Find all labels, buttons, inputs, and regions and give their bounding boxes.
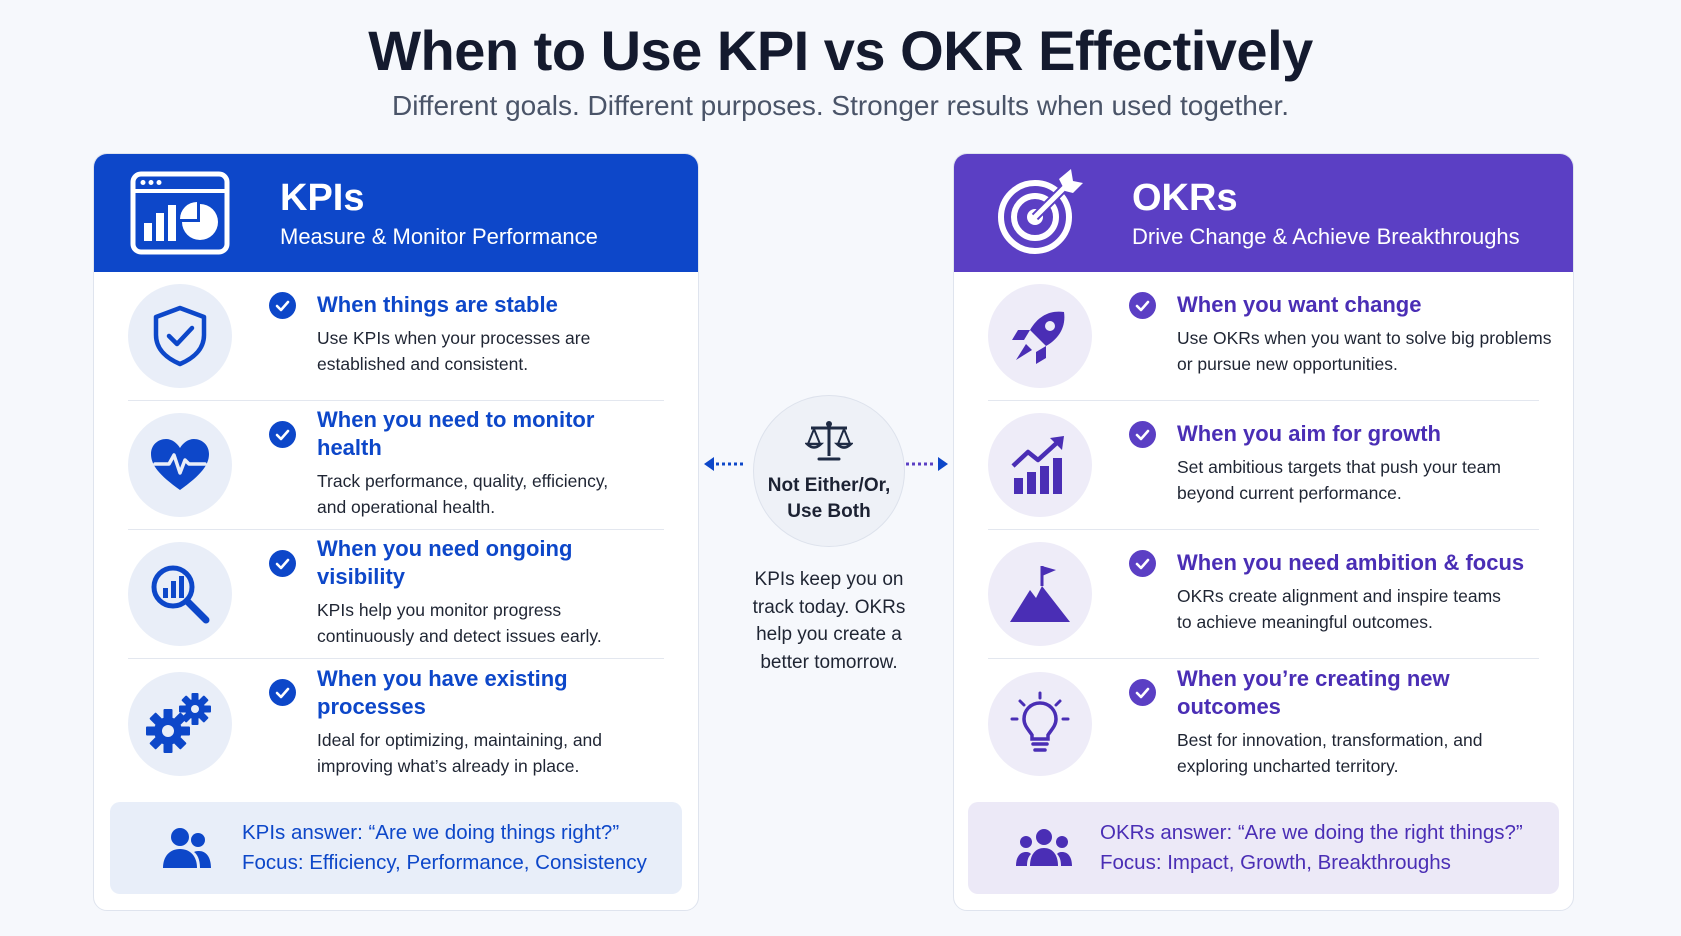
shield-check-icon [128, 284, 232, 388]
okr-row-ambition: When you need ambition & focus OKRs crea… [988, 530, 1539, 659]
row-heading: When you need ambition & focus [1177, 550, 1525, 575]
row-description: KPIs help you monitor progress continuou… [317, 600, 602, 646]
row-description: Use OKRs when you want to solve big prob… [1177, 328, 1552, 374]
kpi-footer-question: KPIs answer: “Are we doing things right?… [242, 821, 620, 844]
kpi-subtitle: Measure & Monitor Performance [280, 224, 598, 249]
row-description: OKRs create alignment and inspire teams … [1177, 586, 1501, 632]
scales-icon [803, 418, 855, 467]
check-icon [269, 292, 296, 319]
kpi-footer: KPIs answer: “Are we doing things right?… [110, 802, 682, 894]
okr-title: OKRs [1132, 177, 1238, 219]
row-description: Track performance, quality, efficiency, … [317, 471, 609, 517]
check-icon [1129, 421, 1156, 448]
check-icon [269, 679, 296, 706]
page-title: When to Use KPI vs OKR Effectively [368, 19, 1313, 82]
row-description: Best for innovation, transformation, and… [1177, 729, 1483, 776]
check-icon [1129, 679, 1156, 706]
center-badge: Not Either/Or, Use Both [753, 395, 905, 547]
okr-subtitle: Drive Change & Achieve Breakthroughs [1132, 224, 1520, 249]
page-subtitle: Different goals. Different purposes. Str… [391, 90, 1290, 121]
row-heading: When things are stable [317, 292, 558, 317]
okr-footer-question: OKRs answer: “Are we doing the right thi… [1100, 821, 1523, 844]
kpi-panel: KPIs Measure & Monitor Performance When … [93, 153, 699, 911]
magnifier-chart-icon [128, 542, 232, 646]
okr-row-change: When you want change Use OKRs when you w… [988, 272, 1551, 401]
okr-panel: OKRs Drive Change & Achieve Breakthrough… [953, 153, 1574, 911]
row-description: Use KPIs when your processes are establi… [317, 328, 591, 374]
okr-row-outcomes: When you’re creating new outcomes Best f… [988, 659, 1539, 788]
check-icon [269, 421, 296, 448]
heart-pulse-icon [128, 413, 232, 517]
target-arrow-icon [988, 169, 1092, 257]
arrow-right-icon [905, 455, 949, 478]
okr-rows: When you want change Use OKRs when you w… [954, 272, 1573, 788]
row-heading: When you need to monitor health [317, 407, 595, 460]
okr-footer: OKRs answer: “Are we doing the right thi… [968, 802, 1559, 894]
okr-header: OKRs Drive Change & Achieve Breakthrough… [954, 154, 1573, 272]
kpi-row-health: When you need to monitor health Track pe… [128, 401, 664, 530]
gears-icon [128, 671, 232, 776]
okr-footer-focus: Focus: Impact, Growth, Breakthroughs [1100, 851, 1451, 874]
dashboard-chart-icon [128, 169, 232, 257]
check-icon [1129, 550, 1156, 577]
kpi-footer-focus: Focus: Efficiency, Performance, Consiste… [242, 851, 647, 874]
check-icon [1129, 292, 1156, 319]
row-description: Set ambitious targets that push your tea… [1177, 457, 1501, 503]
kpi-title: KPIs [280, 177, 365, 219]
kpi-rows: When things are stable Use KPIs when you… [94, 272, 698, 788]
kpi-row-processes: When you have existing processes Ideal f… [128, 659, 664, 788]
lightbulb-icon [988, 671, 1092, 776]
group-icon [1014, 828, 1074, 868]
kpi-row-stable: When things are stable Use KPIs when you… [128, 272, 664, 401]
rocket-icon [988, 284, 1092, 388]
kpi-header: KPIs Measure & Monitor Performance [94, 154, 698, 272]
check-icon [269, 550, 296, 577]
mountain-flag-icon [988, 542, 1092, 646]
center-note: KPIs keep you on track today. OKRs help … [752, 569, 906, 673]
growth-chart-icon [988, 413, 1092, 517]
okr-row-growth: When you aim for growth Set ambitious ta… [988, 401, 1539, 530]
kpi-row-visibility: When you need ongoing visibility KPIs he… [128, 530, 664, 659]
row-heading: When you want change [1177, 292, 1422, 317]
row-description: Ideal for optimizing, maintaining, and i… [317, 729, 603, 776]
row-heading: When you’re creating new outcomes [1177, 665, 1450, 719]
arrow-left-icon [703, 455, 747, 478]
row-heading: When you aim for growth [1177, 421, 1441, 446]
team-icon [156, 826, 216, 870]
row-heading: When you need ongoing visibility [317, 536, 573, 589]
center-label: Not Either/Or, Use Both [767, 474, 891, 522]
row-heading: When you have existing processes [317, 665, 568, 719]
